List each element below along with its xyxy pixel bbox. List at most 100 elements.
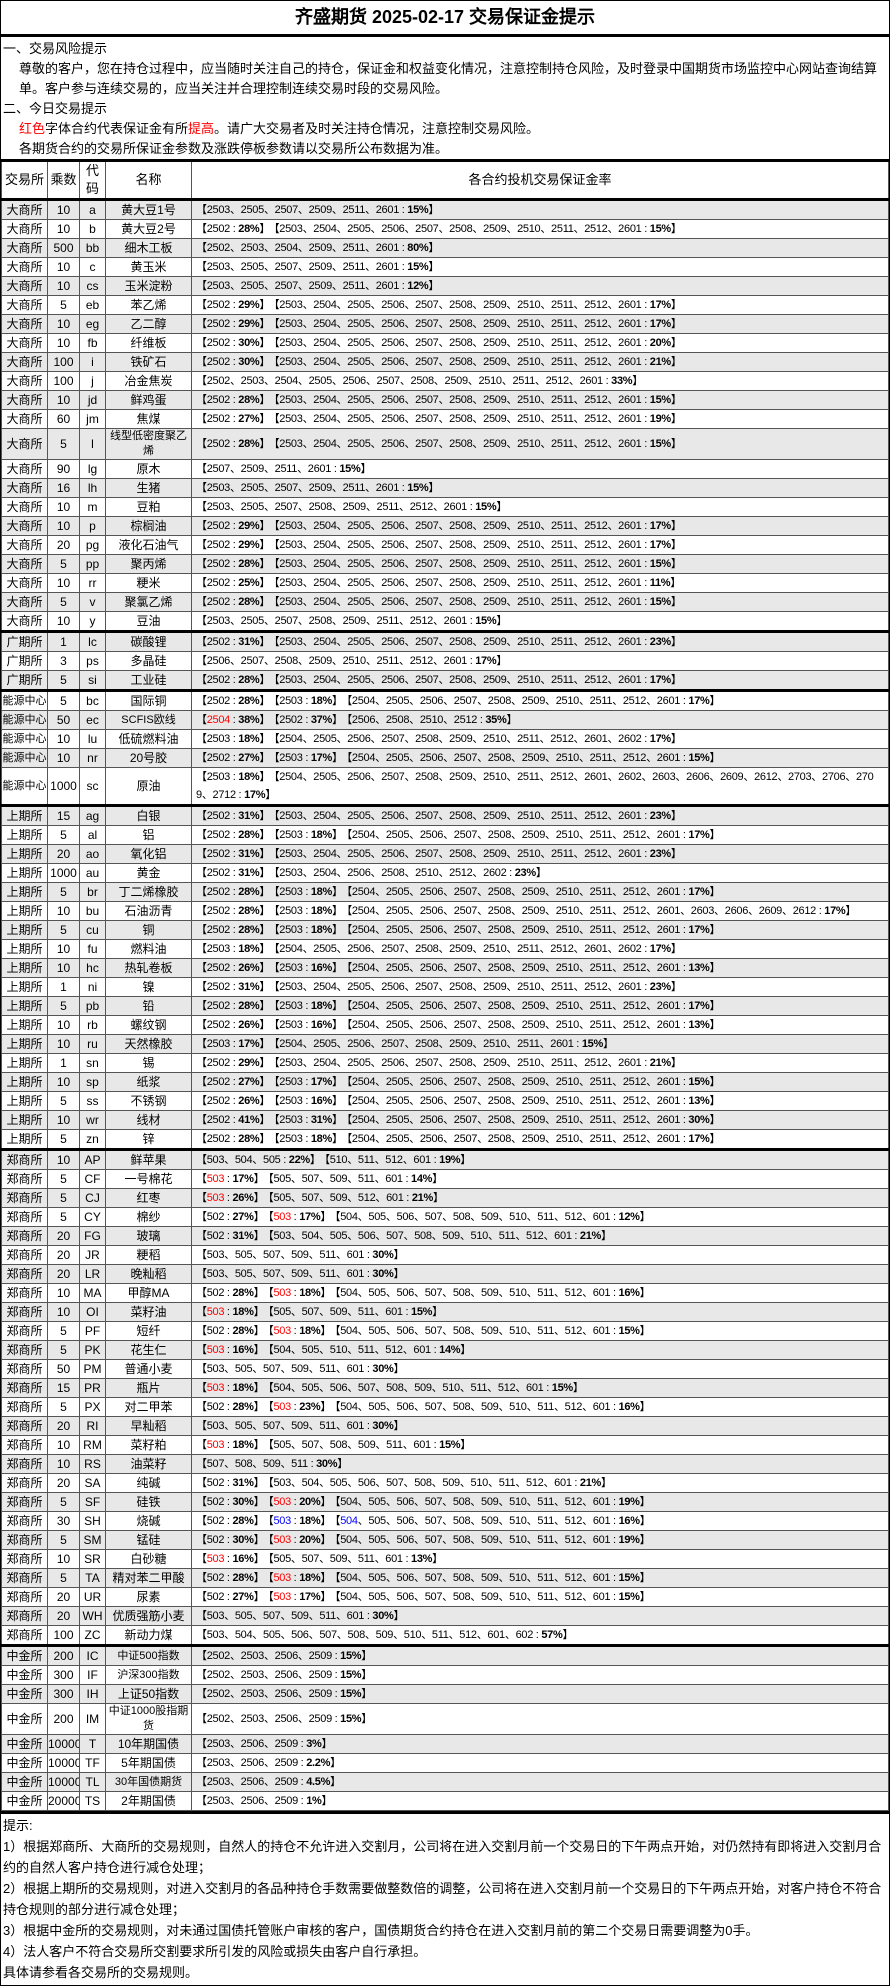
name-cell: 多晶硅 — [105, 651, 192, 671]
margin-rate-value: 28% — [238, 596, 260, 608]
margin-rate-value: 28% — [238, 1000, 260, 1012]
margin-rate-value: 17% — [310, 752, 332, 764]
margin-rate-cell: 【2502 : 28%】 【2503 : 18%】 【2504、2505、2506、… — [191, 920, 889, 940]
multiplier-cell: 5 — [47, 689, 80, 711]
margin-rate-value: 30% — [316, 1458, 338, 1470]
contract-months: 2503 — [279, 1114, 303, 1126]
table-row: 郑商所 5 CF 一号棉花 【503 : 17%】 【505、507、509、511、60… — [1, 1169, 889, 1189]
contract-months: 2502、2503、2506、2509 — [206, 1669, 332, 1681]
rate-segment: 【2502 : 29%】 — [196, 299, 271, 311]
code-cell: y — [79, 611, 106, 632]
contract-months: 2503 — [279, 1019, 303, 1031]
margin-rate-value: 13% — [411, 1553, 433, 1565]
name-cell: 5年期国债 — [105, 1753, 192, 1773]
table-row: 上期所 10 wr 线材 【2502 : 41%】 【2503 : 31%】 【2504、2… — [1, 1110, 889, 1130]
multiplier-cell: 20 — [47, 1264, 80, 1284]
name-cell: 2年期国债 — [105, 1791, 192, 1811]
code-cell: bc — [79, 689, 106, 711]
rate-segment: 【505、507、509、511、601 : 14%】 — [268, 1173, 443, 1185]
name-cell: 石油沥青 — [105, 901, 192, 921]
exchange-cell: 能源中心 — [1, 748, 48, 768]
rate-segment: 【503、504、505 : 22%】 — [196, 1154, 321, 1166]
table-row: 中金所 20000 TS 2年期国债 【2503、2506、2509 : 1%】 — [1, 1791, 889, 1811]
code-cell: ru — [79, 1034, 106, 1054]
exchange-cell: 上期所 — [1, 1072, 48, 1092]
name-cell: 乙二醇 — [105, 314, 192, 334]
margin-rate-value: 18% — [232, 1382, 254, 1394]
exchange-cell: 上期所 — [1, 882, 48, 902]
margin-rate-cell: 【2502 : 28%】 【2503、2504、2505、2506、2507、25… — [191, 219, 889, 239]
code-cell: TL — [79, 1772, 106, 1792]
exchange-cell: 上期所 — [1, 1110, 48, 1130]
margin-rate-cell: 【2503 : 17%】 【2504、2505、2506、2507、2508、25… — [191, 1034, 889, 1054]
contract-months: 2503、2504、2506、2508、2510、2512、2602 — [279, 867, 507, 879]
margin-rate-cell: 【2502 : 25%】 【2503、2504、2505、2506、2507、25… — [191, 573, 889, 593]
margin-rate-cell: 【2503、2505、2507、2508、2509、2511、2512、2601… — [191, 497, 889, 517]
margin-rate-value: 15% — [340, 1713, 362, 1725]
name-cell: 对二甲苯 — [105, 1397, 192, 1417]
contract-months: 2503、2504、2505、2506、2507、2508、2509、2510、… — [279, 539, 642, 551]
contract-months: 2504、2505、2506、2507、2508、2509、2510、2511、… — [351, 1095, 681, 1107]
exchange-cell: 郑商所 — [1, 1454, 48, 1474]
contract-months: 503 — [273, 1325, 291, 1337]
code-cell: lu — [79, 729, 106, 749]
margin-rate-value: 17% — [649, 674, 671, 686]
margin-rate-cell: 【503、505、507、509、511、601 : 30%】 — [191, 1359, 889, 1379]
table-row: 上期所 1000 au 黄金 【2502 : 31%】 【2503、2504、2506、2… — [1, 863, 889, 883]
code-cell: lh — [79, 478, 106, 498]
exchange-cell: 郑商所 — [1, 1245, 48, 1265]
rate-segment: 【504、505、506、507、508、509、510、511、512、601… — [335, 1591, 651, 1603]
name-cell: 聚氯乙烯 — [105, 592, 192, 612]
rate-segment: 【2502 : 28%】 — [196, 905, 271, 917]
margin-rate-cell: 【2502 : 30%】 【2503、2504、2505、2506、2507、25… — [191, 352, 889, 372]
table-row: 大商所 60 jm 焦煤 【2502 : 27%】 【2503、2504、2505、250… — [1, 409, 889, 429]
rate-segment: 【2503、2504、2505、2506、2507、2508、2509、2510… — [274, 318, 682, 330]
margin-rate-value: 17% — [688, 924, 710, 936]
rate-segment: 【2503、2505、2507、2509、2511、2601 : 12%】 — [196, 280, 440, 292]
rate-segment: 【502 : 30%】 — [196, 1534, 265, 1546]
multiplier-cell: 16 — [47, 478, 80, 498]
multiplier-cell: 20 — [47, 1473, 80, 1493]
multiplier-cell: 1000 — [47, 863, 80, 883]
contract-months: 2504、2505、2506、2507、2508、2509、2510、2511、… — [351, 1019, 681, 1031]
contract-months: 2503、2506、2509 — [206, 1795, 299, 1807]
header-code: 代码 — [79, 160, 106, 201]
table-row: 广期所 5 si 工业硅 【2502 : 28%】 【2503、2504、2505、250… — [1, 670, 889, 691]
margin-rate-cell: 【2502、2503、2504、2505、2506、2507、2508、2509… — [191, 371, 889, 391]
margin-rate-value: 15% — [649, 394, 671, 406]
rate-segment: 【2503、2504、2505、2506、2507、2508、2509、2510… — [274, 520, 682, 532]
margin-rate-value: 16% — [618, 1401, 640, 1413]
table-row: 郑商所 10 RS 油菜籽 【507、508、509、511 : 30%】 — [1, 1454, 889, 1474]
rate-segment: 【502 : 28%】 — [196, 1287, 265, 1299]
margin-rate-value: 23% — [649, 810, 671, 822]
margin-rate-value: 29% — [238, 318, 260, 330]
name-cell: 棕榈油 — [105, 516, 192, 536]
margin-rate-value: 16% — [618, 1515, 640, 1527]
margin-rate-value: 29% — [238, 299, 260, 311]
margin-rate-value: 28% — [238, 223, 260, 235]
multiplier-cell: 5 — [47, 1530, 80, 1550]
table-row: 郑商所 15 PR 瓶片 【503 : 18%】 【504、505、506、507、508… — [1, 1378, 889, 1398]
margin-rate-value: 16% — [310, 1095, 332, 1107]
rate-segment: 【2503、2506、2509 : 3%】 — [196, 1738, 333, 1750]
contract-months: 2504、2505、2506、2507、2508、2509、2510、2511、… — [279, 1038, 574, 1050]
contract-months: 503、504、505、506、507、508、509、510、511、512、… — [273, 1230, 572, 1242]
code-cell: cs — [79, 276, 106, 296]
contract-months: 504、505、506、507、508、509、510、511、512、601 — [340, 1401, 611, 1413]
code-cell: bu — [79, 901, 106, 921]
name-cell: 国际铜 — [105, 689, 192, 711]
name-cell: 锡 — [105, 1053, 192, 1073]
multiplier-cell: 5 — [47, 825, 80, 845]
name-cell: 白砂糖 — [105, 1549, 192, 1569]
table-row: 大商所 500 bb 细木工板 【2502、2503、2504、2509、2511、26… — [1, 238, 889, 258]
rate-segment: 【503、505、507、509、511、601 : 30%】 — [196, 1268, 405, 1280]
rate-segment: 【503、504、505、506、507、508、509、510、511、512… — [268, 1477, 612, 1489]
margin-rate-value: 21% — [579, 1230, 602, 1242]
table-row: 郑商所 5 PK 花生仁 【503 : 16%】 【504、505、510、511、512… — [1, 1340, 889, 1360]
name-cell: 生猪 — [105, 478, 192, 498]
margin-rate-value: 18% — [238, 943, 260, 955]
code-cell: IH — [79, 1684, 106, 1704]
margin-rate-cell: 【2507、2509、2511、2601 : 15%】 — [191, 459, 889, 479]
table-row: 大商所 16 lh 生猪 【2503、2505、2507、2509、2511、2601 … — [1, 478, 889, 498]
contract-months: 2503 — [206, 943, 231, 955]
